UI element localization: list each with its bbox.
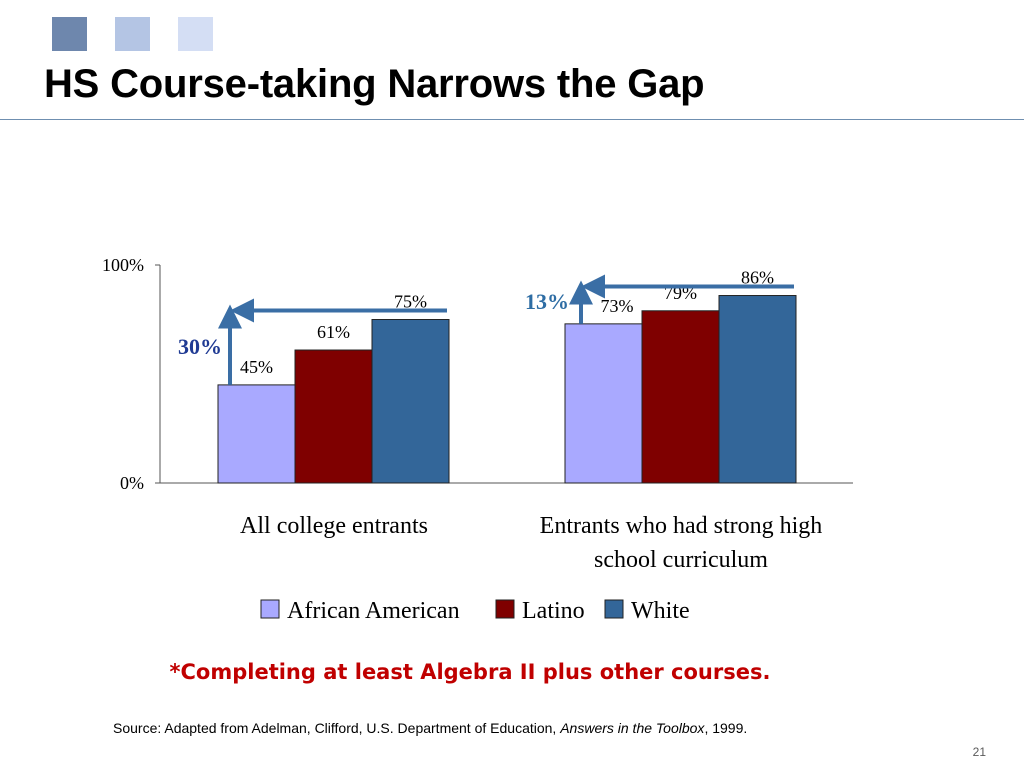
data-label: 45%: [240, 357, 273, 377]
legend-swatch: [495, 599, 515, 619]
data-label: 75%: [394, 292, 427, 312]
gap-label: 30%: [178, 334, 222, 359]
category-label: All college entrants: [240, 513, 428, 539]
decorative-square-1: [52, 17, 87, 51]
bar-latino: [641, 310, 720, 484]
category-label: Entrants who had strong high: [540, 513, 823, 539]
data-label: 61%: [317, 322, 350, 342]
legend-label: White: [631, 598, 690, 624]
bar-white: [371, 319, 450, 484]
y-tick-label: 100%: [102, 255, 144, 275]
decorative-square-3: [178, 17, 213, 51]
gap-label: 13%: [525, 289, 569, 314]
category-label: school curriculum: [594, 547, 768, 573]
data-label: 73%: [601, 296, 634, 316]
bar-chart: 100%0%45%73%61%79%75%86%30%13%All colleg…: [102, 255, 853, 624]
source-suffix: , 1999.: [704, 720, 748, 736]
bar-african-american: [217, 384, 296, 484]
legend-label: Latino: [522, 598, 585, 624]
bar-african-american: [564, 323, 643, 484]
bar-white: [718, 295, 797, 484]
source-title: Answers in the Toolbox: [560, 720, 705, 736]
title-divider: [0, 119, 1024, 120]
slide-title: HS Course-taking Narrows the Gap: [44, 62, 705, 106]
footnote: *Completing at least Algebra II plus oth…: [169, 660, 771, 684]
legend-swatch: [260, 599, 280, 619]
data-label: 86%: [741, 268, 774, 288]
page-number: 21: [972, 745, 986, 759]
bar-latino: [294, 349, 373, 484]
legend-label: African American: [287, 598, 460, 624]
legend-swatch: [604, 599, 624, 619]
decorative-square-2: [115, 17, 150, 51]
source-prefix: Source: Adapted from Adelman, Clifford, …: [113, 720, 561, 736]
source-citation: Source: Adapted from Adelman, Clifford, …: [113, 720, 747, 736]
y-tick-label: 0%: [120, 473, 144, 493]
